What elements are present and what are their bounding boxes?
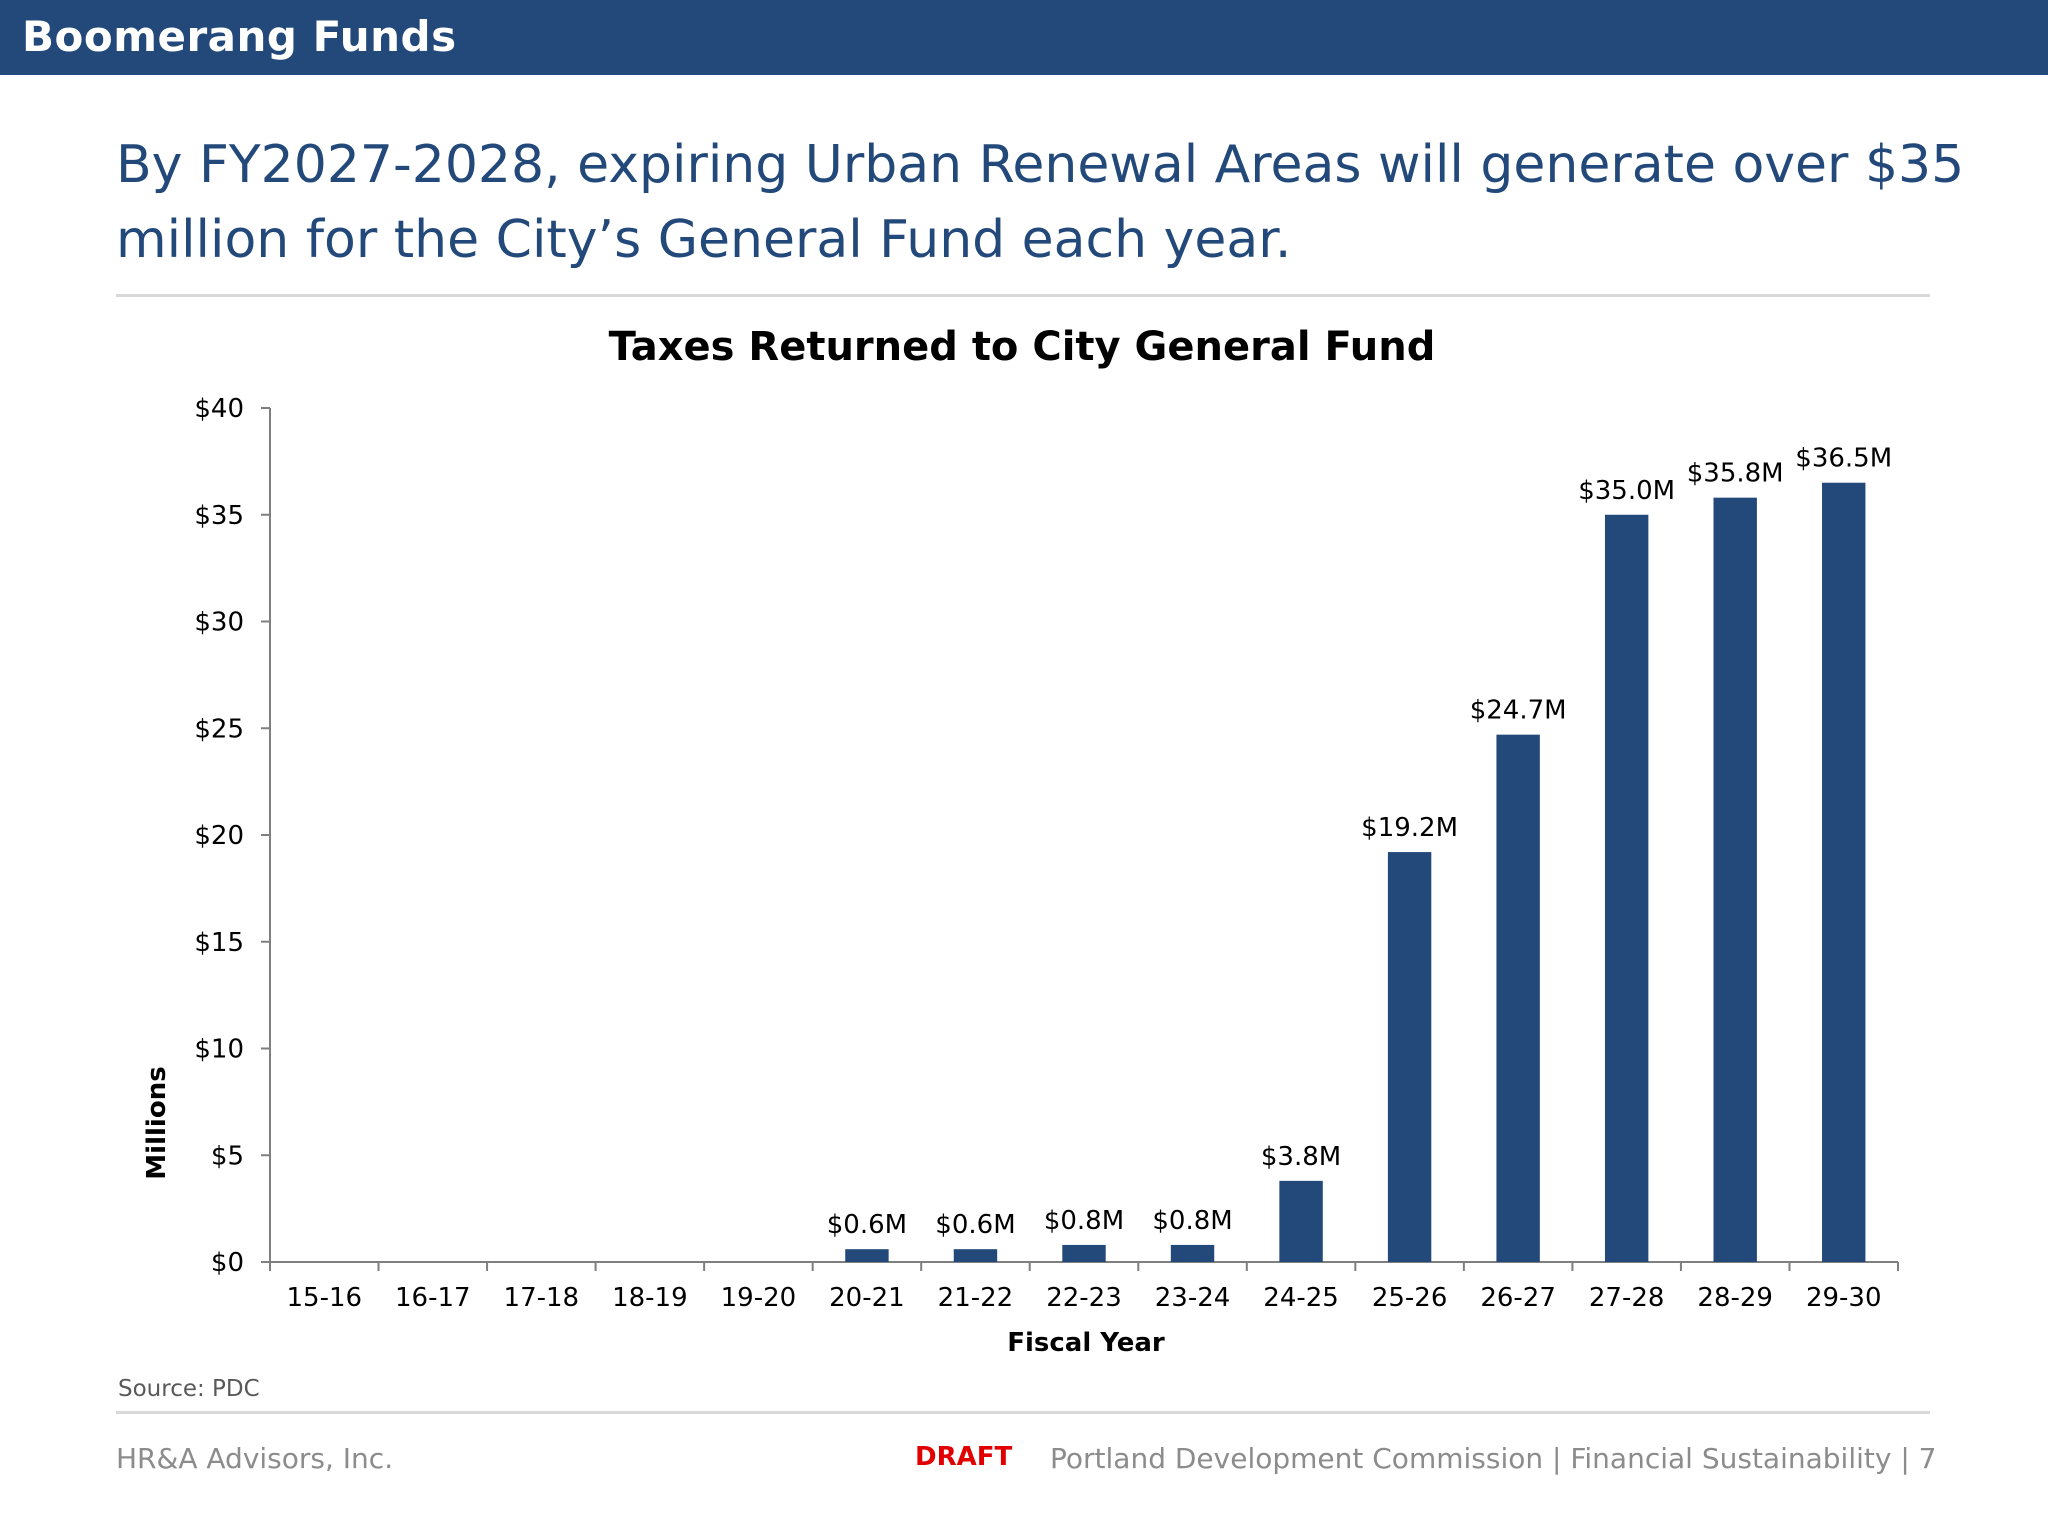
bar-21-22 <box>953 1249 998 1262</box>
y-tick-label: $35 <box>194 501 244 531</box>
x-tick-label: 21-22 <box>938 1283 1014 1313</box>
divider-top <box>116 294 1930 297</box>
x-tick-label: 28-29 <box>1697 1283 1773 1313</box>
x-tick-label: 15-16 <box>286 1283 362 1313</box>
x-tick-label: 26-27 <box>1480 1283 1556 1313</box>
bar-24-25 <box>1279 1180 1323 1262</box>
y-tick-label: $30 <box>194 608 244 638</box>
x-tick-label: 19-20 <box>721 1283 797 1313</box>
bar-29-30 <box>1822 482 1866 1263</box>
data-label-23-24: $0.8M <box>1152 1206 1232 1236</box>
y-tick-label: $10 <box>194 1035 244 1065</box>
x-tick-label: 27-28 <box>1589 1283 1665 1313</box>
data-label-24-25: $3.8M <box>1261 1142 1341 1172</box>
y-tick-label: $0 <box>211 1248 244 1278</box>
bar-28-29 <box>1713 497 1757 1262</box>
header-bar: Boomerang Funds <box>0 0 2048 75</box>
chart-data-labels: $0.6M $0.6M $0.8M $0.8M $3.8M $19.2M $24.7M $35… <box>827 444 1892 1240</box>
x-axis-title: Fiscal Year <box>1007 1328 1165 1358</box>
x-tick-label: 17-18 <box>504 1283 580 1313</box>
y-axis-title: Millions <box>142 1066 172 1179</box>
bar-25-26 <box>1387 852 1432 1262</box>
x-tick-label: 20-21 <box>829 1283 905 1313</box>
x-tick-label: 16-17 <box>395 1283 471 1313</box>
data-label-27-28: $35.0M <box>1578 476 1675 506</box>
source-note: Source: PDC <box>118 1376 260 1402</box>
section-title: Boomerang Funds <box>22 12 457 61</box>
bar-27-28 <box>1604 514 1649 1262</box>
bar-22-23 <box>1062 1244 1106 1262</box>
draft-label: DRAFT <box>915 1442 1013 1472</box>
footer-project: Portland Development Commission | Financ… <box>1050 1442 1937 1475</box>
bar-20-21 <box>845 1249 889 1262</box>
x-tick-label: 24-25 <box>1263 1283 1339 1313</box>
y-tick-label: $40 <box>194 394 244 424</box>
x-tick-label: 22-23 <box>1046 1283 1122 1313</box>
x-tick-label: 29-30 <box>1806 1283 1882 1313</box>
y-tick-label: $15 <box>194 928 244 958</box>
x-tick-label: 25-26 <box>1372 1283 1448 1313</box>
chart-axes: $0 $5 $10 $15 $20 $25 $30 $35 $40 15-16 16-17 17-18… <box>194 394 1899 1313</box>
headline: By FY2027-2028, expiring Urban Renewal A… <box>116 135 1965 270</box>
x-tick-label: 18-19 <box>612 1283 688 1313</box>
data-label-25-26: $19.2M <box>1361 813 1458 843</box>
data-label-26-27: $24.7M <box>1470 696 1567 726</box>
data-label-22-23: $0.8M <box>1044 1206 1124 1236</box>
footer-company: HR&A Advisors, Inc. <box>116 1442 394 1475</box>
y-tick-label: $25 <box>194 714 244 744</box>
x-tick-label: 23-24 <box>1155 1283 1231 1313</box>
chart-bars <box>845 482 1866 1263</box>
bar-23-24 <box>1170 1244 1215 1262</box>
chart-title: Taxes Returned to City General Fund <box>609 324 1436 370</box>
y-tick-label: $20 <box>194 821 244 851</box>
bar-26-27 <box>1496 734 1540 1262</box>
data-label-21-22: $0.6M <box>935 1210 1015 1240</box>
data-label-20-21: $0.6M <box>827 1210 907 1240</box>
data-label-29-30: $36.5M <box>1795 444 1892 474</box>
bar-chart: Taxes Returned to City General Fund $0 $5… <box>142 324 1899 1358</box>
divider-bottom <box>116 1411 1930 1414</box>
data-label-28-29: $35.8M <box>1687 459 1784 489</box>
y-tick-label: $5 <box>211 1141 244 1171</box>
